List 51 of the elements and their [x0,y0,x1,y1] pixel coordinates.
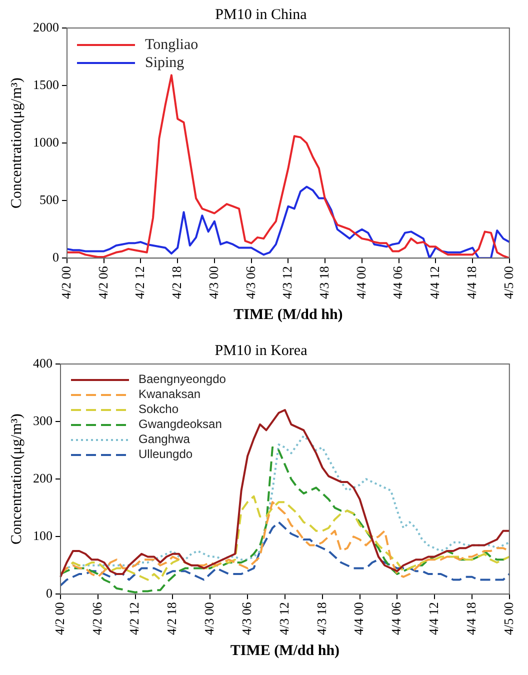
legend-label: Baengnyeongdo [138,372,226,387]
x-tick-label: 4/3 18 [316,266,332,300]
x-tick-label: 4/3 06 [242,266,258,300]
x-tick-label: 4/4 12 [427,266,442,300]
x-tick-label: 4/2 06 [89,602,104,636]
y-tick-label: 1000 [33,134,59,150]
x-tick-label: 4/2 12 [126,602,142,636]
y-tick-label: 100 [33,528,52,544]
legend-label: Ulleungdo [138,447,193,462]
x-tick-label: 4/5 00 [500,266,516,300]
legend-label: Ganghwa [138,432,190,447]
line-series [60,521,510,587]
x-tick-label: 4/3 00 [202,602,217,636]
x-axis-title: TIME (M/dd hh) [230,642,340,659]
y-axis-title: Concentration(μg/m³) [8,414,25,544]
y-tick-label: 200 [33,470,52,486]
y-tick-label: 300 [33,412,52,428]
y-tick-label: 1500 [33,76,59,92]
x-tick-label: 4/3 06 [238,602,254,636]
x-tick-label: 4/3 00 [206,266,221,300]
x-tick-label: 4/4 00 [351,602,366,636]
chart-title: PM10 in Korea [214,342,308,359]
x-tick-label: 4/2 00 [58,266,74,300]
legend-label: Tongliao [145,36,198,54]
x-tick-label: 4/5 00 [500,602,516,636]
y-tick-label: 500 [40,192,59,208]
x-axis-title: TIME (M/dd hh) [234,306,343,323]
legend-label: Siping [145,54,184,72]
x-tick-label: 4/4 00 [353,266,368,300]
chart-title: PM10 in China [215,6,308,23]
x-tick-label: 4/3 18 [314,602,329,636]
legend-label: Kwanaksan [138,387,201,402]
legend-label: Sokcho [138,402,179,417]
x-tick-label: 4/3 12 [276,602,292,636]
y-tick-label: 400 [33,355,52,370]
y-tick-label: 0 [46,586,52,601]
x-tick-label: 4/4 06 [388,602,404,636]
legend-label: Gwangdeoksan [138,417,222,432]
x-tick-label: 4/4 18 [464,266,479,300]
x-tick-label: 4/2 06 [95,266,110,300]
x-tick-label: 4/2 18 [164,602,180,636]
y-axis-title: Concentration(μg/m³) [8,78,25,208]
y-tick-label: 0 [52,250,59,265]
x-tick-label: 4/3 12 [280,266,295,300]
y-tick-label: 2000 [33,19,59,34]
x-tick-label: 4/4 12 [426,602,442,636]
x-tick-label: 4/4 06 [390,266,406,300]
x-tick-label: 4/2 00 [52,602,67,636]
x-tick-label: 4/2 12 [132,266,148,300]
x-tick-label: 4/2 18 [169,266,184,300]
x-tick-label: 4/4 18 [463,602,478,636]
